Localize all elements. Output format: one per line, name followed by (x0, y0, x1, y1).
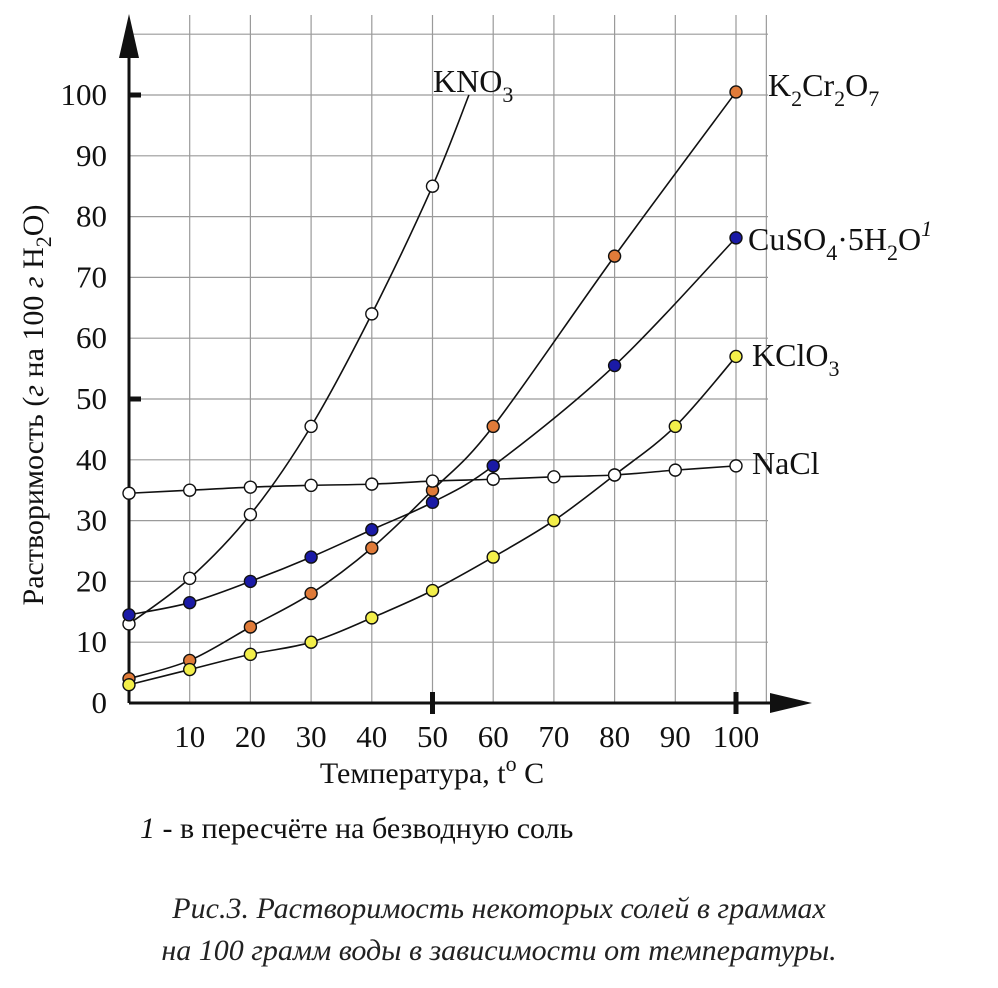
data-point-cuso4-5h2o (182, 595, 197, 610)
data-point-nacl (425, 474, 440, 488)
data-point-kno3 (182, 571, 197, 586)
series-label-kclo3: KClO3 (752, 337, 839, 381)
data-point-kno3 (304, 419, 318, 434)
data-point-kclo3 (425, 583, 440, 598)
y-axis-arrow-icon (119, 14, 139, 58)
figure-caption-line-1: Рис.3. Растворимость некоторых солей в г… (172, 892, 826, 925)
data-point-kclo3 (365, 611, 379, 625)
y-tick-label: 100 (61, 77, 108, 112)
data-point-cuso4-5h2o (607, 358, 622, 373)
footnote-mark: 1 (140, 812, 155, 845)
y-tick-label: 20 (76, 563, 107, 598)
data-point-kno3 (425, 179, 440, 193)
data-point-kno3 (243, 507, 258, 522)
data-point-kclo3 (486, 550, 500, 564)
series-labels: KNO3 K2Cr2O7 CuSO4·5H2O1 KClO3 NaCl (433, 63, 932, 481)
footnote: 1 - в пересчёте на безводную соль (140, 812, 573, 846)
data-point-nacl (243, 480, 258, 494)
x-tick-label: 10 (174, 719, 205, 754)
series-label-k2cr2o7: K2Cr2O7 (768, 67, 879, 111)
data-point-k2cr2o7 (243, 620, 258, 634)
series-label-nacl: NaCl (752, 445, 820, 481)
series-label-cuso4-5h2o: CuSO4·5H2O1 (748, 216, 932, 265)
data-point-nacl (486, 472, 500, 486)
data-point-cuso4-5h2o (243, 574, 258, 589)
data-point-kclo3 (729, 349, 743, 364)
data-point-k2cr2o7 (486, 419, 500, 434)
data-point-k2cr2o7 (365, 541, 379, 555)
data-point-k2cr2o7 (304, 586, 318, 601)
x-axis-title: Температура, to C (320, 751, 544, 790)
y-tick-label: 0 (92, 685, 108, 720)
data-point-cuso4-5h2o (425, 495, 440, 510)
y-axis-title: Растворимость (г на 100 г H2O) (17, 205, 56, 606)
data-point-kclo3 (547, 513, 561, 528)
data-point-cuso4-5h2o (729, 231, 743, 245)
y-tick-label: 10 (76, 624, 107, 659)
x-tick-label: 90 (660, 719, 691, 754)
tick-labels: 10 20 30 40 50 60 70 80 90 100 0 10 20 30 40 50 60 70 80 90… (61, 77, 760, 754)
y-tick-label: 40 (76, 442, 107, 477)
x-tick-label: 60 (478, 719, 509, 754)
x-axis-arrow-icon (770, 693, 812, 713)
series-line-kclo3 (128, 355, 737, 686)
x-tick-label: 50 (417, 719, 448, 754)
data-point-nacl (729, 459, 743, 473)
x-tick-label: 70 (538, 719, 569, 754)
data-point-nacl (122, 486, 136, 500)
data-point-cuso4-5h2o (304, 550, 318, 564)
x-tick-label: 30 (296, 719, 327, 754)
x-tick-label: 20 (235, 719, 266, 754)
data-point-kclo3 (668, 419, 682, 434)
data-point-nacl (365, 477, 379, 491)
data-point-cuso4-5h2o (365, 523, 379, 537)
data-point-kclo3 (243, 647, 258, 662)
y-tick-label: 70 (76, 259, 107, 294)
x-tick-label: 100 (713, 719, 760, 754)
series-label-kno3: KNO3 (433, 63, 513, 107)
data-point-nacl (304, 478, 318, 493)
data-point-cuso4-5h2o (122, 608, 136, 622)
grid-lines (129, 15, 768, 703)
data-point-cuso4-5h2o (486, 459, 500, 473)
data-point-kclo3 (182, 662, 197, 677)
data-point-nacl (182, 483, 197, 497)
series-points (122, 85, 743, 692)
axes (119, 14, 812, 714)
data-point-nacl (668, 463, 682, 477)
data-point-k2cr2o7 (729, 85, 743, 99)
y-tick-label: 30 (76, 503, 107, 538)
data-point-kclo3 (304, 635, 318, 649)
footnote-text: - в пересчёте на безводную соль (155, 812, 574, 845)
data-point-kno3 (365, 307, 379, 321)
y-tick-label: 80 (76, 199, 107, 234)
series-line-kno3 (128, 94, 470, 625)
x-tick-label: 40 (356, 719, 387, 754)
y-tick-label: 50 (76, 381, 107, 416)
y-tick-label: 90 (76, 138, 107, 173)
figure-caption-line-2: на 100 грамм воды в зависимости от темпе… (161, 934, 837, 967)
data-point-k2cr2o7 (607, 249, 622, 263)
data-point-nacl (547, 470, 561, 484)
x-tick-label: 80 (599, 719, 630, 754)
y-tick-label: 60 (76, 320, 107, 355)
data-point-nacl (607, 468, 622, 482)
data-point-kclo3 (122, 678, 136, 692)
